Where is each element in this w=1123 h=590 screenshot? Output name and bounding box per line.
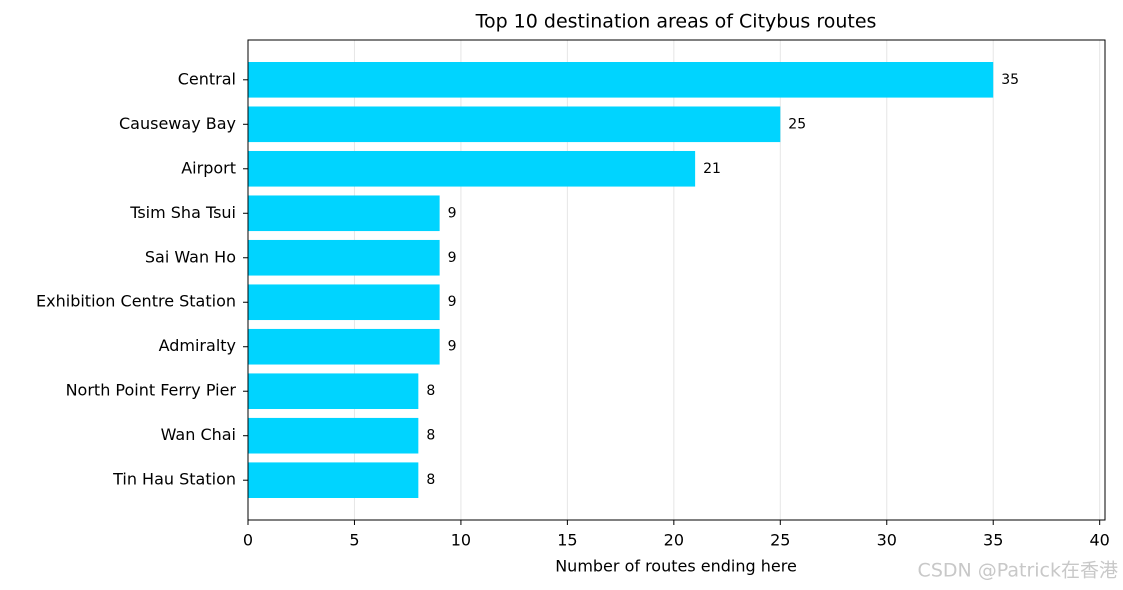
- bar: [248, 106, 781, 143]
- y-tick-label: Causeway Bay: [119, 114, 236, 133]
- bar: [248, 284, 440, 321]
- value-label: 8: [426, 472, 435, 488]
- bar: [248, 328, 440, 365]
- chart-title: Top 10 destination areas of Citybus rout…: [475, 11, 877, 33]
- bar: [248, 195, 440, 232]
- x-tick-label: 20: [664, 531, 684, 550]
- value-label: 25: [788, 116, 806, 132]
- plot-frame: [247, 39, 1106, 521]
- y-tick-label: Tsim Sha Tsui: [129, 203, 236, 222]
- bar: [248, 417, 419, 454]
- x-tick-label: 25: [770, 531, 790, 550]
- bar: [248, 239, 440, 276]
- y-tick-label: Exhibition Centre Station: [36, 292, 236, 311]
- y-tick-label: Wan Chai: [161, 425, 236, 444]
- x-tick-label: 40: [1089, 531, 1109, 550]
- x-tick-label: 30: [877, 531, 897, 550]
- x-tick-label: 5: [349, 531, 359, 550]
- y-tick-label: Tin Hau Station: [112, 470, 236, 489]
- value-label: 9: [448, 294, 457, 310]
- x-tick-label: 0: [243, 531, 253, 550]
- value-label: 8: [426, 428, 435, 444]
- bar: [248, 150, 696, 187]
- value-label: 8: [426, 383, 435, 399]
- bar: [248, 462, 419, 498]
- value-label: 9: [448, 250, 457, 266]
- value-label: 21: [703, 161, 721, 177]
- bar: [248, 373, 419, 410]
- y-tick-label: North Point Ferry Pier: [66, 381, 237, 400]
- y-tick-label: Sai Wan Ho: [145, 247, 236, 266]
- x-tick-label: 15: [557, 531, 577, 550]
- value-label: 35: [1001, 72, 1019, 88]
- y-tick-label: Admiralty: [159, 336, 236, 355]
- bar: [248, 62, 994, 98]
- watermark: CSDN @Patrick在香港: [918, 560, 1118, 582]
- y-tick-label: Central: [178, 69, 236, 88]
- x-tick-label: 35: [983, 531, 1003, 550]
- y-tick-label: Airport: [181, 158, 236, 177]
- x-tick-label: 10: [451, 531, 471, 550]
- x-axis-label: Number of routes ending here: [555, 557, 797, 576]
- value-label: 9: [448, 205, 457, 221]
- value-label: 9: [448, 339, 457, 355]
